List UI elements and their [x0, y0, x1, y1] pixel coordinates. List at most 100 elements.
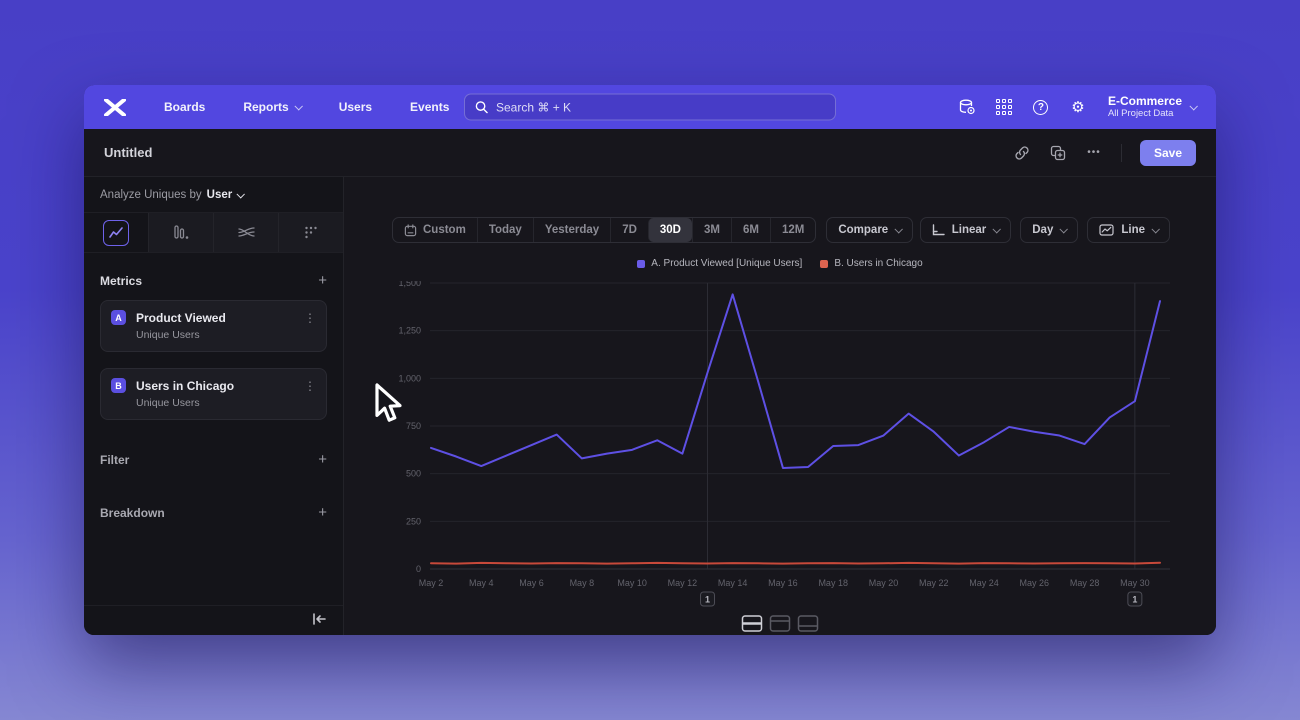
legend-item-b[interactable]: B. Users in Chicago [820, 258, 923, 269]
svg-text:500: 500 [406, 469, 421, 479]
metric-card-b[interactable]: B Users in Chicago ⋮ Unique Users [100, 368, 327, 420]
range-3m[interactable]: 3M [692, 218, 731, 242]
breakdown-title: Breakdown [100, 505, 165, 520]
metric-subtype[interactable]: Unique Users [136, 397, 200, 409]
svg-text:1: 1 [705, 595, 710, 605]
duplicate-icon[interactable] [1049, 144, 1067, 162]
metric-badge: A [111, 310, 126, 325]
metrics-title: Metrics [100, 273, 143, 288]
layout-toggles [741, 615, 819, 632]
line-chart-icon [1099, 224, 1114, 236]
metric-subtype[interactable]: Unique Users [136, 329, 200, 341]
metric-name: Product Viewed [136, 310, 226, 325]
nav-link-reports[interactable]: Reports [231, 100, 312, 114]
analyze-label: Analyze Uniques by [100, 188, 202, 201]
chart-panel: Custom Today Yesterday 7D 30D 3M 6M 12M … [344, 177, 1216, 635]
line-chart-tab-icon [103, 219, 129, 246]
svg-text:0: 0 [416, 564, 421, 574]
nav-link-users[interactable]: Users [327, 100, 384, 114]
add-breakdown-button[interactable]: + [318, 504, 327, 521]
project-selector[interactable]: E-Commerce All Project Data [1107, 94, 1198, 119]
filter-section-header: Filter + [100, 452, 327, 467]
add-filter-button[interactable]: + [318, 451, 327, 468]
chevron-down-icon [1059, 225, 1069, 234]
svg-text:1,500: 1,500 [398, 281, 421, 288]
kebab-menu-icon[interactable]: ⋮ [304, 378, 316, 393]
nav-link-label: Events [410, 100, 450, 114]
settings-gear-icon[interactable]: ⚙ [1071, 99, 1085, 116]
sidebar-footer [84, 605, 343, 635]
chart-type-selector[interactable]: Line [1087, 217, 1170, 243]
svg-text:May 6: May 6 [519, 578, 544, 588]
more-options-icon[interactable]: ••• [1087, 147, 1101, 158]
apps-grid-icon[interactable] [995, 98, 1013, 116]
interval-selector[interactable]: Day [1020, 217, 1079, 243]
chart-legend: A. Product Viewed [Unique Users] B. User… [344, 258, 1216, 269]
range-30d[interactable]: 30D [647, 218, 692, 242]
search-placeholder: Search ⌘ + K [496, 100, 572, 114]
mixpanel-logo-icon[interactable] [104, 98, 126, 116]
flow-tab-icon [237, 227, 255, 237]
add-metric-button[interactable]: + [318, 272, 327, 289]
layout-split-view-button[interactable] [741, 615, 763, 632]
metric-card-a[interactable]: A Product Viewed ⋮ Unique Users [100, 300, 327, 352]
scale-selector[interactable]: Linear [919, 217, 1012, 243]
svg-text:May 28: May 28 [1070, 578, 1100, 588]
range-12m[interactable]: 12M [769, 218, 815, 242]
date-range-group: Custom Today Yesterday 7D 30D 3M 6M 12M [392, 217, 817, 243]
search-icon [475, 101, 488, 114]
data-management-icon[interactable] [958, 98, 976, 116]
metric-badge: B [111, 378, 126, 393]
viz-tab-bar[interactable] [148, 213, 213, 252]
divider [1120, 143, 1122, 162]
legend-swatch-a [637, 259, 646, 268]
nav-link-boards[interactable]: Boards [152, 100, 217, 114]
chevron-down-icon [1189, 102, 1198, 111]
legend-item-a[interactable]: A. Product Viewed [Unique Users] [637, 258, 802, 269]
trend-line-chart[interactable]: 0 250 500 750 1,000 1,250 1,500 May 2 May 4 May 6… [344, 281, 1216, 627]
analyze-uniques-row: Analyze Uniques by User [84, 177, 343, 213]
visualization-tabs [84, 213, 343, 253]
search-input[interactable]: Search ⌘ + K [464, 93, 836, 121]
legend-swatch-b [820, 259, 829, 268]
range-6m[interactable]: 6M [730, 218, 770, 242]
chevron-down-icon [1151, 225, 1160, 234]
calendar-icon [404, 223, 417, 236]
chevron-down-icon [894, 225, 904, 234]
save-button[interactable]: Save [1139, 139, 1196, 166]
viz-tab-line[interactable] [84, 213, 148, 252]
range-custom[interactable]: Custom [393, 218, 477, 242]
svg-text:May 12: May 12 [668, 578, 698, 588]
report-title[interactable]: Untitled [104, 145, 153, 160]
layout-table-view-button[interactable] [797, 615, 819, 632]
top-nav: Boards Reports Users Events Search ⌘ + K [84, 85, 1216, 129]
svg-text:May 22: May 22 [919, 578, 949, 588]
metrics-section-header: Metrics + [100, 273, 327, 288]
layout-chart-view-button[interactable] [769, 615, 791, 632]
help-icon[interactable]: ? [1032, 98, 1050, 116]
range-7d[interactable]: 7D [610, 218, 648, 242]
nav-link-events[interactable]: Events [398, 100, 461, 114]
svg-text:750: 750 [406, 421, 421, 431]
bar-chart-tab-icon [174, 225, 189, 239]
app-window: Boards Reports Users Events Search ⌘ + K [84, 85, 1216, 635]
svg-text:May 26: May 26 [1020, 578, 1050, 588]
viz-tab-flow[interactable] [213, 213, 278, 252]
range-today[interactable]: Today [476, 218, 533, 242]
filter-title: Filter [100, 452, 130, 467]
chevron-down-icon [992, 225, 1002, 234]
collapse-sidebar-icon[interactable] [312, 612, 327, 630]
chevron-down-icon [294, 102, 303, 111]
analyze-value-dropdown[interactable]: User [207, 189, 246, 201]
viz-tab-retention[interactable] [278, 213, 343, 252]
retention-tab-icon [304, 226, 317, 238]
range-yesterday[interactable]: Yesterday [532, 218, 610, 242]
svg-text:1: 1 [1132, 595, 1137, 605]
copy-link-icon[interactable] [1013, 144, 1031, 162]
svg-text:1,000: 1,000 [398, 373, 421, 383]
nav-link-label: Users [338, 100, 373, 114]
project-name: E-Commerce [1107, 94, 1182, 108]
kebab-menu-icon[interactable]: ⋮ [304, 310, 316, 325]
svg-text:250: 250 [406, 516, 421, 526]
compare-button[interactable]: Compare [826, 217, 914, 243]
